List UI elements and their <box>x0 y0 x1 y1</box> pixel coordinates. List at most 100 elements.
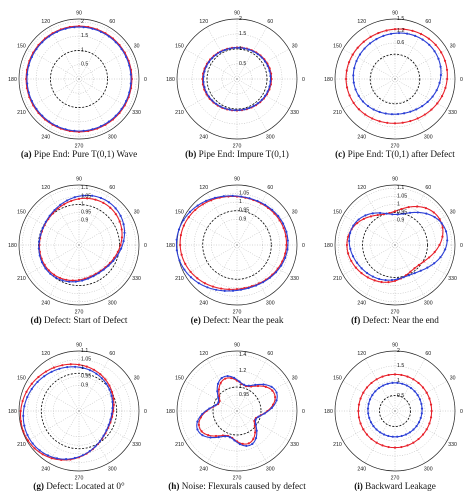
series-blue-point <box>403 112 406 115</box>
series-blue-point <box>355 261 359 264</box>
angle-label: 30 <box>134 44 140 50</box>
caption-text-h: Noise: Flexurals caused by defect <box>179 481 306 491</box>
series-blue-point <box>68 280 71 283</box>
series-red-point <box>412 378 415 381</box>
series-blue-point <box>224 107 227 110</box>
angle-label: 210 <box>333 110 342 116</box>
series-blue-point <box>228 436 232 439</box>
series-blue-point <box>358 53 362 56</box>
radial-label: 0.95 <box>81 210 91 216</box>
series-blue-point <box>99 125 103 128</box>
angle-label: 330 <box>448 110 457 116</box>
series-red-point <box>425 391 428 394</box>
series-blue-point <box>73 129 76 132</box>
series-red-point <box>445 68 449 71</box>
reference-circle <box>369 53 421 105</box>
caption-h: (h) Noise: Flexurals caused by defect <box>152 481 322 491</box>
series-blue-point <box>382 433 386 436</box>
series-blue-point <box>418 398 422 401</box>
grid-spoke-240 <box>206 78 238 132</box>
series-blue-point <box>238 380 241 383</box>
series-blue-point <box>270 406 273 410</box>
angle-label: 0 <box>460 77 463 83</box>
grid-spoke-330 <box>78 78 132 110</box>
series-red-point <box>430 108 433 111</box>
series-blue-point <box>375 428 378 431</box>
series-blue-point <box>64 128 67 131</box>
series-red-point <box>114 212 117 216</box>
series-blue-point <box>238 46 241 49</box>
angle-label: 0 <box>302 409 305 415</box>
series-blue-point <box>114 207 117 210</box>
outer-ring <box>334 350 456 472</box>
angle-label: 0 <box>460 409 463 415</box>
series-blue-point <box>224 435 227 438</box>
series-blue-point <box>73 26 76 29</box>
series-red-point <box>365 433 369 436</box>
grid-spoke-120 <box>48 192 80 246</box>
series-blue-point <box>82 26 85 29</box>
series-red-point <box>441 235 444 238</box>
grid-ring-1 <box>358 42 432 116</box>
series-blue-point <box>108 388 111 391</box>
series-blue-point <box>349 247 352 251</box>
series-blue-point <box>107 35 110 38</box>
series-blue-point <box>384 112 387 115</box>
caption-text-e: Defect: Near the peak <box>200 315 284 325</box>
panel-e: 0 30 60 90 120 150 180 210 240 270 300 330 0.9 0.95 1 1… <box>158 166 316 332</box>
series-blue-point <box>275 391 278 394</box>
angle-label: 120 <box>199 19 208 25</box>
series-blue-point <box>81 279 84 282</box>
radial-label: 1.5 <box>239 31 246 37</box>
outer-ring <box>176 350 298 472</box>
series-blue-point <box>419 269 422 272</box>
series-red-point <box>387 373 390 377</box>
series-blue-point <box>405 384 408 387</box>
series-red-point <box>253 424 256 428</box>
caption-letter-b: (b) <box>185 149 197 159</box>
series-blue-point <box>421 105 424 108</box>
series-blue-point <box>177 228 181 231</box>
series-blue-point <box>215 102 218 105</box>
grid-ring-4 <box>338 188 452 302</box>
angle-label: 180 <box>8 77 17 83</box>
series-blue-point <box>264 203 267 206</box>
series-blue-point <box>254 437 258 440</box>
radial-label: 1.2 <box>239 368 246 374</box>
angle-label: 210 <box>175 442 184 448</box>
series-blue-point <box>175 249 178 252</box>
series-blue-point <box>256 199 259 203</box>
series-red-point <box>393 373 397 376</box>
series-red-point <box>284 235 287 238</box>
series-blue-point <box>82 129 85 132</box>
series-blue-point <box>219 105 222 108</box>
series-red-point <box>373 279 376 282</box>
grid-ring-2 <box>349 365 441 457</box>
series-blue-point <box>402 212 405 215</box>
series-blue-point <box>444 230 448 233</box>
series-blue-point <box>365 271 369 275</box>
series-red-point <box>44 370 48 373</box>
series-blue-point <box>254 423 257 426</box>
series-red-point <box>400 207 403 211</box>
series-red-point <box>194 208 197 212</box>
grid-spoke-120 <box>206 358 238 412</box>
series-blue-point <box>439 73 443 77</box>
series-red-point <box>350 259 353 263</box>
series-blue-point <box>372 108 375 111</box>
series-blue-point <box>182 218 185 222</box>
series-blue-point <box>353 66 356 70</box>
series-blue-point <box>254 383 257 386</box>
series-blue-point <box>286 239 289 242</box>
angle-label: 30 <box>450 44 456 50</box>
grid-spoke-330 <box>78 244 132 276</box>
series-blue-point <box>110 412 113 415</box>
series-blue-point <box>208 407 211 410</box>
caption-text-a: Pipe End: Pure T(0,1) Wave <box>31 149 138 159</box>
series-red-point <box>85 365 88 368</box>
series-red-point <box>30 382 33 385</box>
polar-chart-i: 0 30 60 90 120 150 180 210 240 270 300 330 0.5 1 1.5 2 <box>324 342 463 481</box>
series-red-point <box>438 243 441 247</box>
series-blue-point <box>401 382 404 385</box>
series-blue-point <box>268 276 271 279</box>
